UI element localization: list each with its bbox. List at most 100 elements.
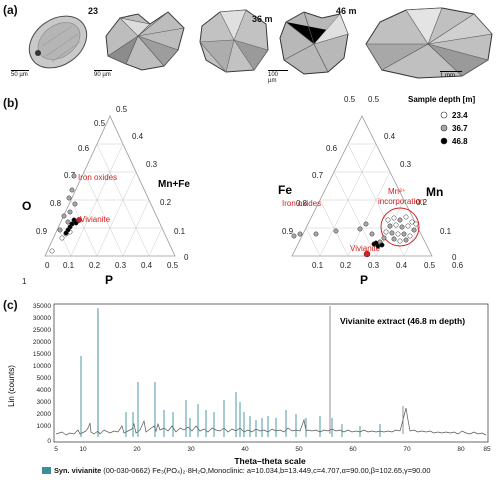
vivianite-color-swatch [42, 467, 51, 474]
left-data-points [49, 173, 82, 254]
right-tick-b-03: 0.3 [368, 261, 380, 270]
left-axis-p: P [105, 273, 113, 287]
left-tick-b-02: 0.2 [89, 261, 101, 270]
panel-c-letter: (c) [3, 298, 18, 312]
right-data-points [291, 214, 419, 258]
ternary-diagrams: O Mn+Fe P 1 0.9 0.8 0.7 0.6 0.5 0.5 0.4 … [22, 95, 475, 287]
sem-image-4 [276, 8, 352, 78]
xtick-80: 80 [457, 446, 465, 453]
ytick-0: 0 [47, 438, 51, 445]
scale-bar-2: 90 µm [94, 70, 112, 78]
xtick-5: 5 [54, 446, 58, 453]
left-axis-mnfe: Mn+Fe [158, 179, 190, 190]
right-label-iron-oxides: Iron oxides [282, 199, 321, 208]
xrd-xlabel: Theta–theta scale [234, 456, 306, 466]
xtick-30: 30 [187, 446, 195, 453]
left-tick-l-05: 0.5 [94, 119, 106, 128]
ytick-2000: 2000 [37, 411, 52, 418]
xtick-70: 70 [403, 446, 411, 453]
left-tick-l-09: 0.9 [36, 227, 48, 236]
xtick-60: 60 [349, 446, 357, 453]
right-label-vivianite: Vivianite [350, 244, 381, 253]
left-label-iron-oxides-1: Iron oxides [78, 173, 117, 182]
ytick-15000: 15000 [33, 351, 51, 358]
right-tick-r-01: 0.1 [440, 227, 452, 236]
left-tick-r-04: 0.4 [132, 132, 144, 141]
sem-image-6 [362, 4, 496, 80]
legend-label-23: 23.4 [452, 111, 468, 120]
legend-title: Sample depth [m] [408, 95, 475, 104]
scale-label-2: 90 µm [94, 72, 111, 78]
right-tick-r-0: 0 [452, 253, 457, 262]
left-tick-r-03: 0.3 [146, 160, 158, 169]
xrd-pattern-chart: Vivianite extract (46.8 m depth) Lin (co… [7, 303, 491, 466]
depth-label-46: 46 m [336, 6, 357, 16]
right-axis-fe: Fe [278, 183, 292, 197]
left-tick-r-02: 0.2 [160, 198, 172, 207]
right-axis-p: P [360, 273, 368, 287]
right-tick-l-08: 0.8 [296, 199, 308, 208]
caption-rest: (00-030-0662) Fe₃(PO₄)₂·8H₂O,Monoclinic:… [101, 466, 431, 475]
right-tick-b-06: 0.6 [452, 261, 464, 270]
ytick-1000: 1000 [37, 423, 52, 430]
left-axis-o: O [22, 199, 31, 213]
left-ternary: O Mn+Fe P 1 0.9 0.8 0.7 0.6 0.5 0.5 0.4 … [22, 105, 190, 287]
right-tick-r-02: 0.2 [416, 198, 428, 207]
right-tick-b-05: 0.5 [424, 261, 436, 270]
ytick-25000: 25000 [33, 327, 51, 334]
sem-image-2 [98, 6, 188, 76]
left-tick-r-05: 0.5 [116, 105, 128, 114]
left-tick-b-01: 0.1 [63, 261, 75, 270]
xtick-10: 10 [79, 446, 87, 453]
legend-marker-23 [440, 111, 448, 119]
depth-label-36: 36 m [252, 14, 273, 24]
right-tick-b-01: 0.1 [312, 261, 324, 270]
xrd-ylabel: Lin (counts) [7, 365, 16, 407]
xtick-20: 20 [133, 446, 141, 453]
right-tick-l-09: 0.9 [282, 227, 294, 236]
left-tick-r-0: 0 [184, 253, 189, 262]
right-tick-b-02: 0.2 [340, 261, 352, 270]
sem-image-3 [196, 6, 272, 76]
right-label-mn-ion: Mn²⁺ [388, 187, 406, 196]
ytick-35000: 35000 [33, 303, 51, 310]
legend-marker-36 [440, 124, 448, 132]
panel-a-letter: (a) [3, 3, 18, 17]
left-tick-l-1: 1 [22, 277, 27, 286]
legend-label-36: 36.7 [452, 124, 468, 133]
vivianite-reference-peaks [80, 310, 381, 437]
right-tick-l-06: 0.6 [326, 144, 338, 153]
depth-legend: Sample depth [m] 23.4 36.7 46.8 [408, 95, 475, 146]
xtick-50: 50 [295, 446, 303, 453]
right-tick-l-07: 0.7 [312, 171, 324, 180]
scale-label-6: 1 mm [440, 73, 455, 79]
right-label-incorporation: incorporation [378, 197, 424, 206]
ytick-10000: 10000 [33, 363, 51, 370]
left-tick-l-07: 0.7 [64, 171, 76, 180]
right-ternary: Fe Mn P 0.9 0.8 0.7 0.6 0.5 0.5 0.4 0.3 … [278, 95, 464, 287]
xrd-reference-caption: Syn. vivianite (00-030-0662) Fe₃(PO₄)₂·8… [42, 466, 431, 475]
xrd-measured-pattern [55, 407, 487, 436]
left-tick-r-01: 0.1 [174, 227, 186, 236]
legend-marker-46 [440, 137, 448, 145]
ytick-30000: 30000 [33, 315, 51, 322]
right-tick-l-05: 0.5 [344, 95, 356, 104]
left-tick-b-05: 0.5 [167, 261, 179, 270]
left-tick-l-06: 0.6 [78, 144, 90, 153]
ytick-4000: 4000 [37, 387, 52, 394]
left-label-vivianite: Vivianite [80, 215, 111, 224]
left-tick-l-08: 0.8 [50, 199, 62, 208]
right-tick-b-04: 0.4 [396, 261, 408, 270]
right-tick-r-04: 0.4 [384, 132, 396, 141]
right-tick-r-05: 0.5 [368, 95, 380, 104]
xtick-85: 85 [483, 446, 491, 453]
scale-label-4: 100 µm [268, 72, 279, 84]
scale-bar-4: 100 µm [268, 70, 288, 84]
right-axis-mn: Mn [426, 185, 443, 199]
mn-incorporation-circle [380, 207, 420, 247]
left-tick-b-0: 0 [45, 261, 50, 270]
sem-image-1 [22, 6, 92, 74]
ytick-5000: 5000 [37, 375, 52, 382]
xrd-plot-frame [53, 303, 489, 443]
xtick-40: 40 [241, 446, 249, 453]
